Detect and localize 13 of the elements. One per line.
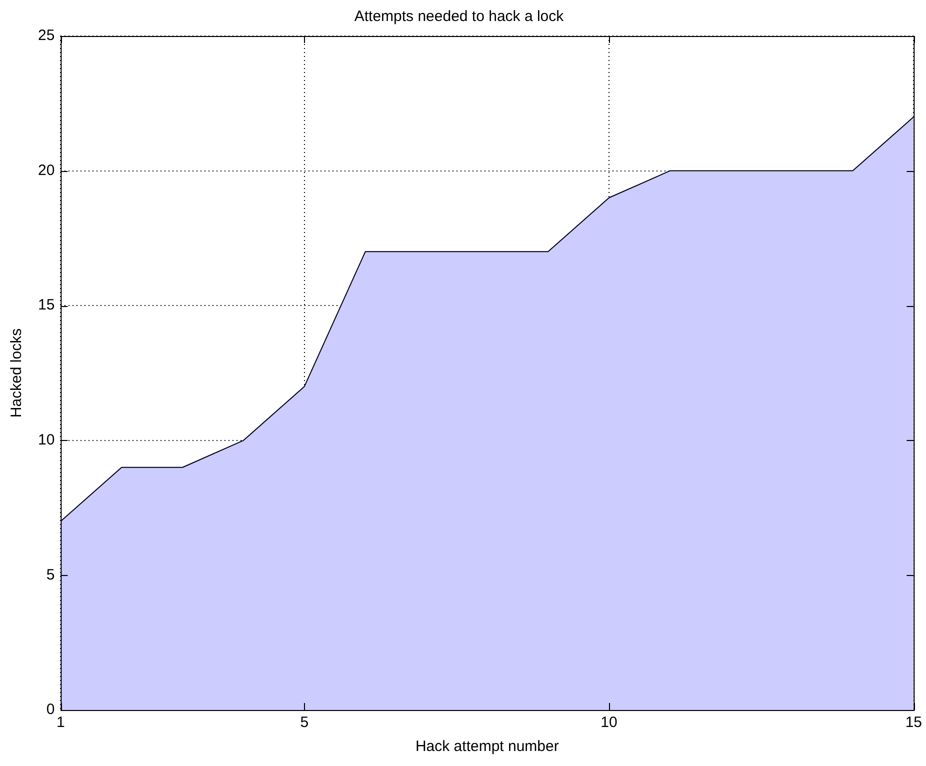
y-tick-label: 10	[38, 432, 55, 449]
x-axis-title: Hack attempt number	[415, 738, 559, 756]
x-tick-label: 10	[600, 714, 618, 732]
x-tick-label: 15	[905, 714, 922, 732]
y-tick-label: 25	[38, 27, 55, 44]
y-tick-label: 0	[46, 701, 55, 718]
y-axis-title: Hacked locks	[8, 328, 26, 418]
y-tick-label: 20	[38, 162, 55, 179]
x-tick-label: 5	[300, 714, 309, 732]
chart-title: Attempts needed to hack a lock	[354, 8, 564, 26]
x-tick-label: 1	[56, 714, 65, 732]
y-tick-label: 5	[46, 566, 55, 584]
y-tick-label: 15	[38, 296, 55, 314]
